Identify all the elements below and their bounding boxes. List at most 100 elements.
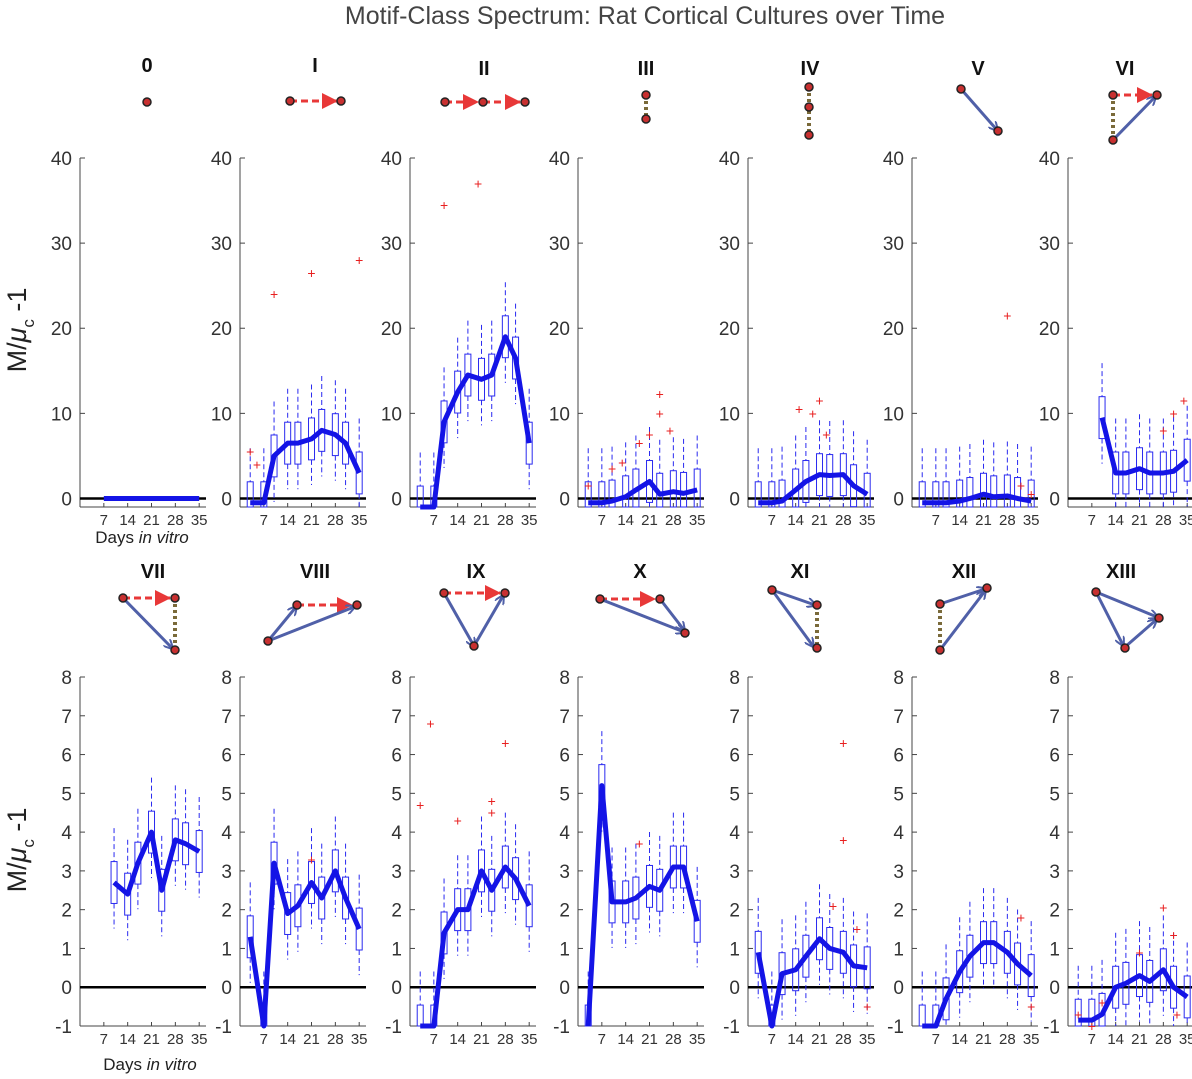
panel-II: 0 10 20 30 40 7 14 21 28 35 + + (381, 149, 538, 529)
outlier-point: + (656, 405, 664, 421)
y-tick-label: 3 (391, 862, 402, 883)
motif-blue-edge (1095, 590, 1157, 617)
x-tick-label: 14 (617, 1031, 634, 1048)
xlabel-italic: in vitro (147, 1055, 197, 1074)
motif-node (352, 600, 362, 610)
y-tick-label: 8 (729, 668, 740, 689)
motif-node (804, 130, 814, 140)
y-tick-label: 10 (381, 404, 402, 425)
y-tick-label: 10 (883, 404, 904, 425)
x-tick-label: 7 (430, 512, 438, 529)
median-line (250, 427, 362, 506)
outlier-point: + (839, 832, 847, 848)
x-tick-label: 7 (260, 512, 268, 529)
outlier-point: + (645, 427, 653, 443)
x-tick-label: 35 (521, 1031, 538, 1048)
x-tick-label: 14 (617, 512, 634, 529)
median-line (420, 334, 532, 510)
y-tick-label: 2 (729, 901, 740, 922)
x-tick-label: 14 (449, 512, 466, 529)
outlier-point: + (307, 851, 315, 867)
motif-node (812, 600, 822, 610)
y-tick-label: 20 (51, 319, 72, 340)
y-tick-label: 2 (893, 901, 904, 922)
y-tick-label: 1 (729, 939, 740, 960)
box (956, 950, 964, 994)
median-line (922, 491, 1032, 506)
motif-label-IV: IV (801, 58, 821, 80)
outlier-point: + (426, 716, 434, 732)
box (608, 479, 616, 508)
median-line (922, 940, 1033, 1029)
box (246, 915, 254, 959)
box (754, 481, 762, 508)
motif-node (440, 97, 450, 107)
y-tick-label: 0 (61, 978, 72, 999)
motif-blue-edge (938, 591, 985, 651)
y-tick-label: 6 (391, 746, 402, 767)
y-tick-label: 0 (729, 489, 740, 510)
outlier-point: + (416, 797, 424, 813)
x-tick-label: 35 (521, 512, 538, 529)
y-tick-label: 8 (559, 668, 570, 689)
motif-blue-edge (771, 588, 815, 605)
median-line (247, 860, 362, 1029)
y-tick-label: 1 (1049, 939, 1060, 960)
y-tick-label: -1 (1043, 1017, 1060, 1038)
x-tick-label: 7 (932, 512, 940, 529)
motif-label-XII: XII (952, 561, 976, 583)
y-tick-label: 30 (51, 234, 72, 255)
outlier-point: + (1173, 1006, 1181, 1022)
x-tick-label: 14 (279, 512, 296, 529)
x-tick-label: 14 (119, 512, 136, 529)
y-tick-label: 40 (549, 149, 570, 170)
outlier-point: + (1180, 393, 1188, 409)
x-tick-label: 35 (859, 512, 876, 529)
motif-node (767, 585, 777, 595)
outlier-point: + (584, 478, 592, 494)
y-tick-label: 0 (1049, 489, 1060, 510)
motif-node (655, 594, 665, 604)
y-tick-label: 1 (61, 939, 72, 960)
outlier-point: + (1135, 944, 1143, 960)
box (1027, 479, 1035, 508)
box (942, 977, 950, 1021)
outlier-point: + (618, 455, 626, 471)
motif-label-VI: VI (1116, 58, 1135, 80)
x-tick-label: 35 (1179, 1031, 1192, 1048)
outlier-point: + (853, 921, 861, 937)
y-tick-label: 8 (1049, 668, 1060, 689)
y-tick-label: 2 (221, 901, 232, 922)
x-tick-label: 14 (1107, 1031, 1124, 1048)
y-tick-label: 40 (883, 149, 904, 170)
y-tick-label: -1 (215, 1017, 232, 1038)
x-tick-label: 7 (100, 1031, 108, 1048)
motif-blue-edge (1111, 97, 1155, 142)
y-tick-label: 0 (391, 978, 402, 999)
x-tick-label: 35 (1023, 512, 1040, 529)
xlabel-italic: in vitro (139, 528, 189, 547)
box (980, 472, 988, 508)
motif-node (469, 641, 479, 651)
box (134, 841, 142, 885)
y-tick-label: 7 (391, 707, 402, 728)
outlier-point: + (440, 197, 448, 213)
y-tick-label: 6 (729, 746, 740, 767)
xlabel-prefix: Days (95, 528, 138, 547)
motif-node (641, 114, 651, 124)
outlier-point: + (666, 422, 674, 438)
ylabel-suffix: -1 (2, 288, 32, 320)
x-tick-label: 28 (835, 1031, 852, 1048)
outlier-point: + (488, 805, 496, 821)
outlier-point: + (1074, 1006, 1082, 1022)
motif-red-arrowhead (155, 590, 171, 606)
box (488, 868, 496, 912)
motif-label-IX: IX (467, 561, 487, 583)
x-tick-label: 35 (351, 512, 368, 529)
x-tick-label: 28 (327, 512, 344, 529)
